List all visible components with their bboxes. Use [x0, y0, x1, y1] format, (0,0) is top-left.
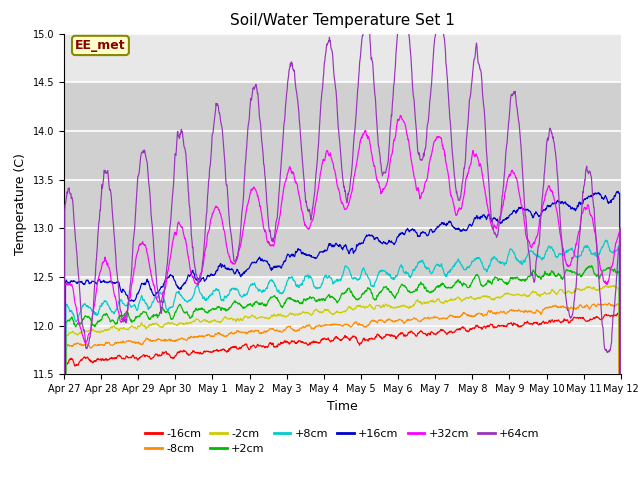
Legend: -16cm, -8cm, -2cm, +2cm, +8cm, +16cm, +32cm, +64cm: -16cm, -8cm, -2cm, +2cm, +8cm, +16cm, +3…: [141, 424, 544, 459]
+8cm: [184, 299, 191, 305]
+2cm: [170, 312, 178, 318]
Line: -2cm: -2cm: [64, 285, 621, 480]
+2cm: [184, 312, 191, 318]
-16cm: [184, 351, 191, 357]
-16cm: [502, 324, 509, 329]
-2cm: [429, 297, 436, 303]
+32cm: [246, 190, 254, 196]
+16cm: [614, 189, 622, 194]
Line: -16cm: -16cm: [64, 313, 621, 480]
-16cm: [170, 355, 178, 360]
Line: -8cm: -8cm: [64, 303, 621, 480]
+2cm: [246, 301, 254, 307]
+32cm: [551, 200, 559, 205]
-2cm: [170, 321, 178, 327]
+64cm: [170, 164, 178, 170]
-8cm: [551, 303, 559, 309]
+2cm: [551, 273, 559, 278]
-8cm: [502, 311, 509, 316]
Bar: [64, 82, 621, 277]
-2cm: [246, 314, 254, 320]
+8cm: [170, 297, 178, 303]
-16cm: [429, 329, 436, 335]
+2cm: [502, 280, 509, 286]
-16cm: [246, 346, 254, 351]
+16cm: [429, 229, 436, 235]
-2cm: [551, 289, 559, 295]
+2cm: [429, 289, 436, 295]
-8cm: [184, 336, 191, 341]
+2cm: [588, 263, 595, 268]
+16cm: [184, 274, 191, 280]
-16cm: [614, 311, 622, 316]
-2cm: [502, 291, 509, 297]
+16cm: [246, 264, 254, 269]
-16cm: [551, 318, 559, 324]
-2cm: [602, 282, 610, 288]
+64cm: [429, 56, 437, 61]
Line: +8cm: +8cm: [64, 240, 621, 480]
+32cm: [184, 252, 191, 257]
-8cm: [170, 338, 178, 344]
+32cm: [170, 231, 178, 237]
Title: Soil/Water Temperature Set 1: Soil/Water Temperature Set 1: [230, 13, 455, 28]
+64cm: [502, 150, 509, 156]
+8cm: [246, 283, 254, 288]
+32cm: [429, 144, 437, 149]
+64cm: [184, 179, 191, 184]
+16cm: [170, 277, 178, 283]
+8cm: [551, 250, 559, 256]
+8cm: [602, 237, 609, 243]
Line: +16cm: +16cm: [64, 192, 621, 480]
-8cm: [605, 300, 612, 306]
+32cm: [397, 113, 404, 119]
+8cm: [502, 261, 509, 266]
+64cm: [246, 103, 254, 109]
+16cm: [502, 216, 509, 221]
-8cm: [429, 315, 436, 321]
Y-axis label: Temperature (C): Temperature (C): [14, 153, 27, 255]
-8cm: [246, 329, 254, 335]
Line: +32cm: +32cm: [64, 116, 621, 480]
+32cm: [502, 186, 509, 192]
Line: +2cm: +2cm: [64, 265, 621, 480]
+16cm: [551, 200, 559, 206]
X-axis label: Time: Time: [327, 400, 358, 413]
Text: EE_met: EE_met: [75, 39, 126, 52]
Line: +64cm: +64cm: [64, 0, 621, 480]
+64cm: [551, 148, 559, 154]
+8cm: [429, 269, 436, 275]
-2cm: [184, 321, 191, 326]
